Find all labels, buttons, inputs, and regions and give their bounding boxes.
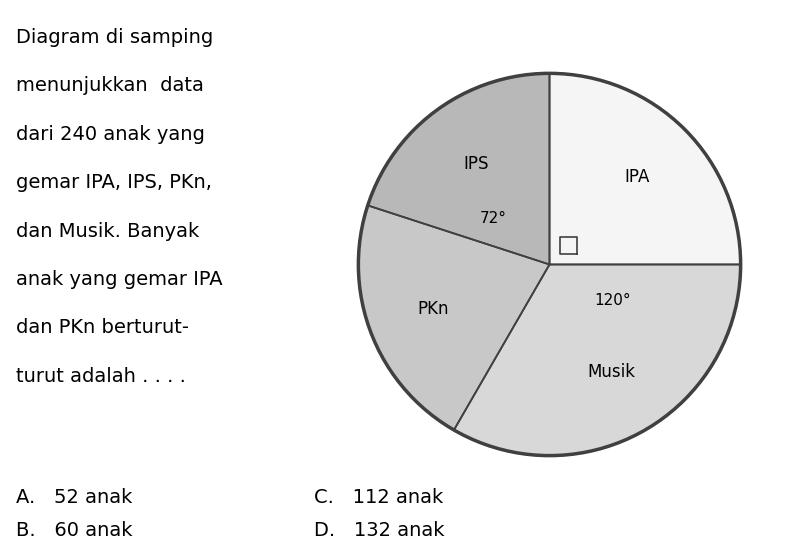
Polygon shape [359,206,550,430]
Text: IPA: IPA [625,168,650,186]
Text: B.   60 anak: B. 60 anak [16,521,132,539]
Text: gemar IPA, IPS, PKn,: gemar IPA, IPS, PKn, [16,173,212,192]
Text: anak yang gemar IPA: anak yang gemar IPA [16,270,222,289]
Text: Musik: Musik [588,363,636,381]
Text: PKn: PKn [418,300,449,318]
Text: Diagram di samping: Diagram di samping [16,28,213,46]
Polygon shape [454,264,740,456]
Text: C.   112 anak: C. 112 anak [314,488,444,506]
Text: A.   52 anak: A. 52 anak [16,488,132,506]
Text: D.   132 anak: D. 132 anak [314,521,444,539]
Text: 120°: 120° [594,293,630,309]
Text: dari 240 anak yang: dari 240 anak yang [16,125,205,143]
Text: IPS: IPS [464,155,489,173]
Polygon shape [367,73,550,264]
Text: menunjukkan  data: menunjukkan data [16,76,203,95]
Polygon shape [550,73,740,264]
Text: dan Musik. Banyak: dan Musik. Banyak [16,222,199,240]
Text: dan PKn berturut-: dan PKn berturut- [16,318,188,337]
Text: turut adalah . . . .: turut adalah . . . . [16,367,185,386]
Text: 72°: 72° [480,211,506,226]
